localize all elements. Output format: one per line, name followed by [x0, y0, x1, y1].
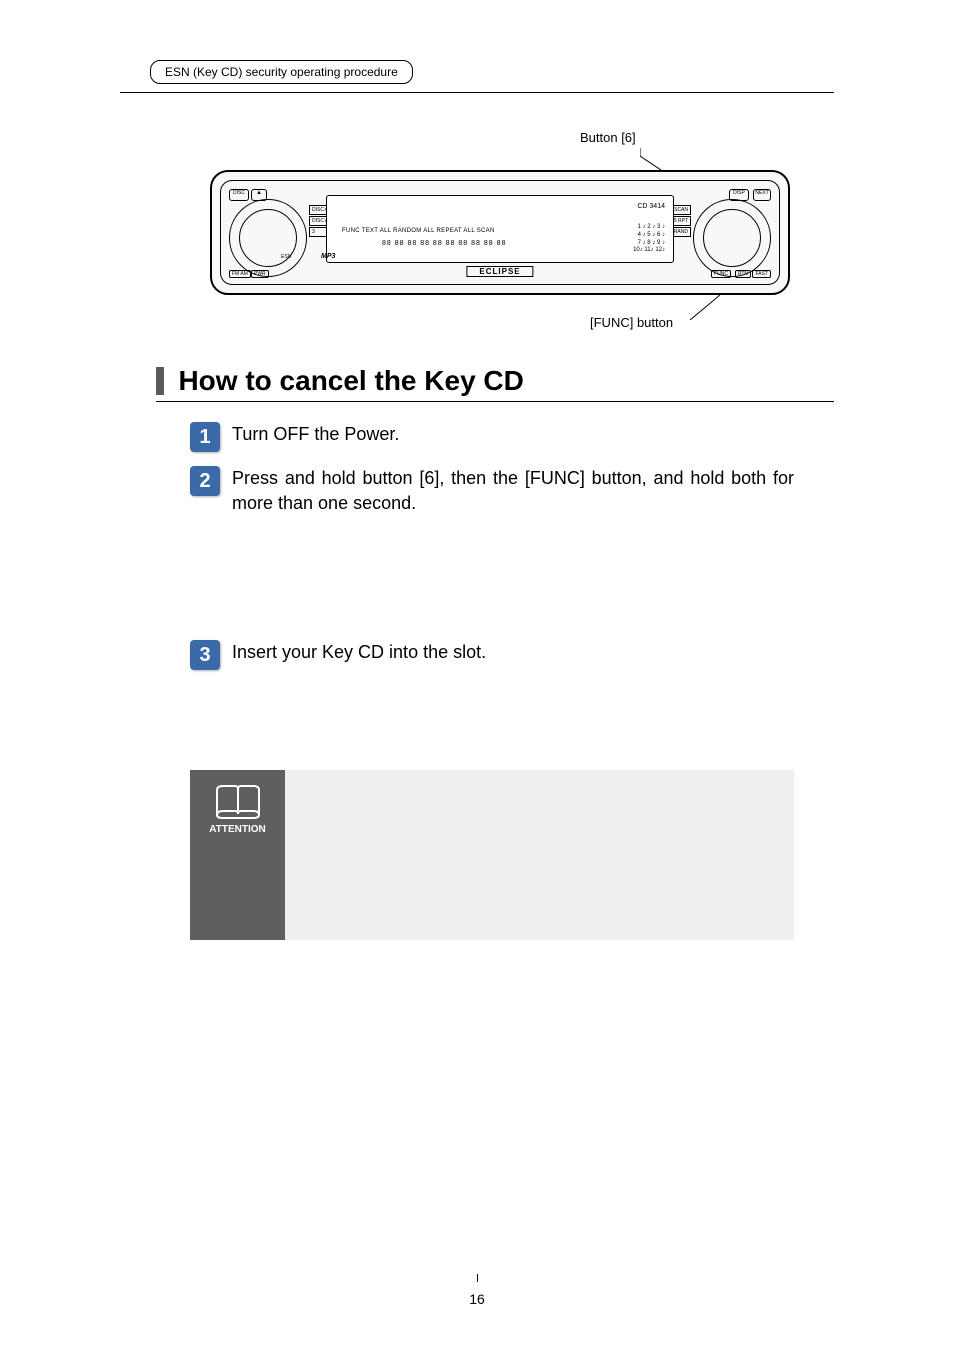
step-text: Insert your Key CD into the slot. — [232, 640, 794, 665]
header-divider — [120, 92, 834, 93]
step-number-badge: 2 — [190, 466, 220, 496]
func-label: FUNC — [711, 270, 731, 278]
section-underline — [156, 401, 834, 402]
book-icon — [213, 782, 263, 820]
brand-label: ECLIPSE — [466, 266, 533, 277]
step-text: Turn OFF the Power. — [232, 422, 794, 447]
step-3-wrap: 3 Insert your Key CD into the slot. — [190, 640, 794, 684]
button6-label: Button [6] — [580, 130, 636, 145]
step-3: 3 Insert your Key CD into the slot. — [190, 640, 794, 670]
attention-sidebar: ATTENTION — [190, 770, 285, 940]
lcd-display: CD 3414 FUNC TEXT ALL RANDOM ALL REPEAT … — [326, 195, 674, 263]
step-text: Press and hold button [6], then the [FUN… — [232, 466, 794, 516]
right-knob — [703, 209, 761, 267]
section-bar-icon — [156, 367, 164, 395]
func-button-label: [FUNC] button — [590, 315, 673, 330]
step-number-badge: 3 — [190, 640, 220, 670]
section-title: How to cancel the Key CD — [178, 365, 523, 396]
page-number: 16 — [469, 1291, 485, 1307]
pointer-line-func — [690, 295, 720, 320]
mp3-label: MP3 — [321, 253, 335, 260]
esn-label: ESN — [281, 254, 291, 260]
display-track-numbers: 1 ♪ 2 ♪ 3 ♪ 4 ♪ 5 ♪ 6 ♪ 7 ♪ 8 ♪ 9 ♪ 10♪ … — [633, 224, 665, 255]
display-mode-text: FUNC TEXT ALL RANDOM ALL REPEAT ALL SCAN — [342, 228, 495, 234]
section-header: How to cancel the Key CD — [156, 365, 834, 402]
attention-label: ATTENTION — [209, 824, 265, 835]
device-frame: DISC ▲ DISP NEXT DISC∧ 1 DISC∨ 2 3 4 SCA… — [220, 180, 780, 285]
steps-list: 1 Turn OFF the Power. 2 Press and hold b… — [190, 422, 794, 530]
display-model: CD 3414 — [637, 203, 665, 210]
step-1: 1 Turn OFF the Power. — [190, 422, 794, 452]
breadcrumb: ESN (Key CD) security operating procedur… — [150, 60, 413, 84]
disc-button: DISC — [229, 189, 249, 201]
fm-am-label: FM AM — [229, 270, 251, 278]
car-stereo-device: DISC ▲ DISP NEXT DISC∧ 1 DISC∨ 2 3 4 SCA… — [210, 170, 790, 295]
rtn-label: RTN — [735, 270, 751, 278]
step-number-badge: 1 — [190, 422, 220, 452]
fast-label: FAST — [752, 270, 771, 278]
next-button: NEXT — [753, 189, 771, 201]
attention-body — [285, 770, 794, 940]
display-segments: 88 88 88 88 88 88 88 88 88 88 — [382, 240, 506, 247]
page-number-tick — [477, 1274, 478, 1282]
pwr-label: PWR — [251, 270, 269, 278]
step-2: 2 Press and hold button [6], then the [F… — [190, 466, 794, 516]
